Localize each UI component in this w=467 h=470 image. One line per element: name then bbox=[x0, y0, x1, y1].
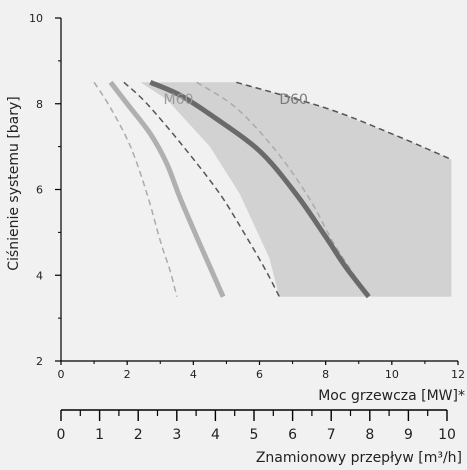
y-tick-label: 10 bbox=[29, 12, 43, 25]
x-tick-label: 6 bbox=[256, 368, 263, 381]
region-d60 bbox=[140, 82, 452, 297]
flow-tick-label: 10 bbox=[438, 427, 456, 443]
flow-tick-label: 0 bbox=[57, 427, 66, 443]
flow-tick-label: 1 bbox=[95, 427, 104, 443]
x-tick-label: 10 bbox=[385, 368, 399, 381]
y-axis-title: Ciśnienie systemu [bary] bbox=[6, 96, 22, 271]
flow-tick-label: 4 bbox=[211, 427, 220, 443]
x-tick-label: 8 bbox=[322, 368, 329, 381]
series-label-m60: M60 bbox=[164, 92, 194, 108]
y-tick-label: 8 bbox=[36, 98, 43, 111]
series-label-d60: D60 bbox=[279, 92, 308, 108]
flow-tick-label: 7 bbox=[327, 427, 336, 443]
dashed-boundary-curve bbox=[93, 81, 178, 297]
flow-tick-label: 6 bbox=[288, 427, 297, 443]
x-axis-title: Moc grzewcza [MW]* bbox=[318, 388, 465, 404]
flow-scale-title: Znamionowy przepływ [m³/h] bbox=[256, 450, 462, 466]
flow-tick-label: 5 bbox=[250, 427, 259, 443]
series-curve-m60 bbox=[108, 80, 226, 298]
x-tick-label: 4 bbox=[190, 368, 197, 381]
dashed-boundary-curve bbox=[196, 81, 367, 293]
flow-tick-label: 2 bbox=[134, 427, 143, 443]
flow-tick-label: 9 bbox=[404, 427, 413, 443]
y-tick-label: 6 bbox=[36, 184, 43, 197]
series-curve-d60 bbox=[149, 79, 371, 299]
y-tick-label: 4 bbox=[36, 269, 43, 282]
y-tick-label: 2 bbox=[36, 355, 43, 368]
flow-tick-label: 8 bbox=[365, 427, 374, 443]
x-tick-label: 12 bbox=[451, 368, 465, 381]
dashed-boundary-curve bbox=[123, 81, 280, 298]
flow-tick-label: 3 bbox=[172, 427, 181, 443]
x-tick-label: 0 bbox=[58, 368, 65, 381]
x-tick-label: 2 bbox=[124, 368, 131, 381]
